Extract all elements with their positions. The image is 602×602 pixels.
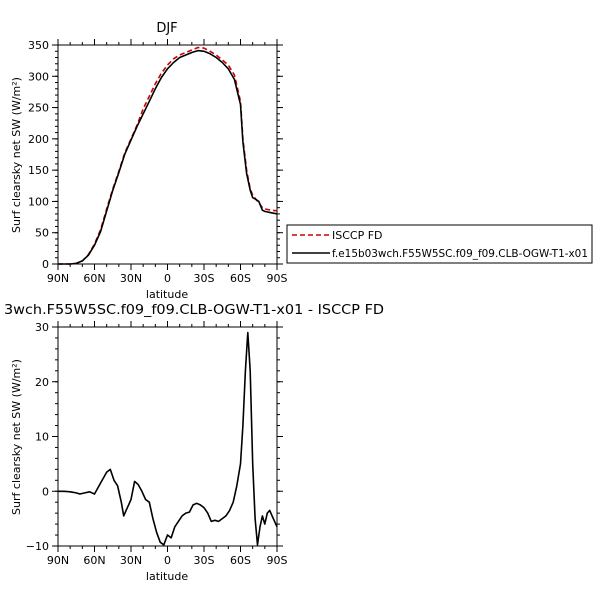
y-axis-label-difference: Surf clearsky net SW (W/m²) <box>10 359 23 515</box>
x-tick-label: 90S <box>267 554 288 567</box>
y-tick-label: 150 <box>28 164 49 177</box>
series-line-model <box>58 49 278 265</box>
djf-panel: DJF 0 50 100 150 200 250 300 350 90N 60N 30N 0 30S 6… <box>10 21 288 301</box>
y-tick-label: 0 <box>42 485 49 498</box>
y-tick-label: 50 <box>35 227 49 240</box>
x-tick-label: 60N <box>83 272 105 285</box>
y-tick-label: 350 <box>28 39 49 52</box>
y-tick-label: 300 <box>28 70 49 83</box>
y-tick-label: 250 <box>28 102 49 115</box>
plot-frame-difference <box>57 326 278 547</box>
legend: ISCCP FD f.e15b03wch.F55W5SC.f09_f09.CLB… <box>286 224 593 264</box>
x-tick-label: 60S <box>230 554 251 567</box>
x-axis: 90N 60N 30N 0 30S 60S 90S <box>47 39 288 285</box>
legend-frame <box>286 224 593 264</box>
y-axis-label: Surf clearsky net SW (W/m²) <box>10 77 23 233</box>
x-tick-label: 60N <box>83 554 105 567</box>
x-tick-label: 30S <box>194 272 215 285</box>
series-group <box>58 46 278 265</box>
y-tick-label: 20 <box>35 376 49 389</box>
y-axis-difference: −10 0 10 20 30 <box>26 321 283 553</box>
x-axis-label-difference: latitude <box>146 570 188 583</box>
x-tick-label: 90N <box>47 554 69 567</box>
x-tick-label: 90N <box>47 272 69 285</box>
y-axis: 0 50 100 150 200 250 300 350 <box>28 39 283 271</box>
x-tick-label: 0 <box>164 554 171 567</box>
series-group-difference <box>58 331 278 546</box>
difference-panel: 3wch.F55W5SC.f09_f09.CLB-OGW-T1-x01 - IS… <box>4 303 384 583</box>
x-tick-label: 30N <box>120 554 142 567</box>
legend-label-model: f.e15b03wch.F55W5SC.f09_f09.CLB-OGW-T1-x… <box>332 247 588 260</box>
x-tick-label: 0 <box>164 272 171 285</box>
x-axis-difference: 90N 60N 30N 0 30S 60S 90S <box>47 321 288 567</box>
x-tick-label: 90S <box>267 272 288 285</box>
x-tick-label: 30S <box>194 554 215 567</box>
series-line-model <box>58 331 278 546</box>
y-tick-label: 0 <box>42 258 49 271</box>
y-tick-label: 10 <box>35 431 49 444</box>
y-tick-label: 100 <box>28 195 49 208</box>
x-tick-label: 30N <box>120 272 142 285</box>
y-tick-label: 200 <box>28 133 49 146</box>
x-tick-label: 60S <box>230 272 251 285</box>
y-tick-label: 30 <box>35 321 49 334</box>
chart-title: DJF <box>156 21 177 36</box>
legend-label-isccp: ISCCP FD <box>332 229 383 242</box>
chart-title-difference: 3wch.F55W5SC.f09_f09.CLB-OGW-T1-x01 - IS… <box>4 303 384 318</box>
x-axis-label: latitude <box>146 288 188 301</box>
y-tick-label: −10 <box>26 540 49 553</box>
